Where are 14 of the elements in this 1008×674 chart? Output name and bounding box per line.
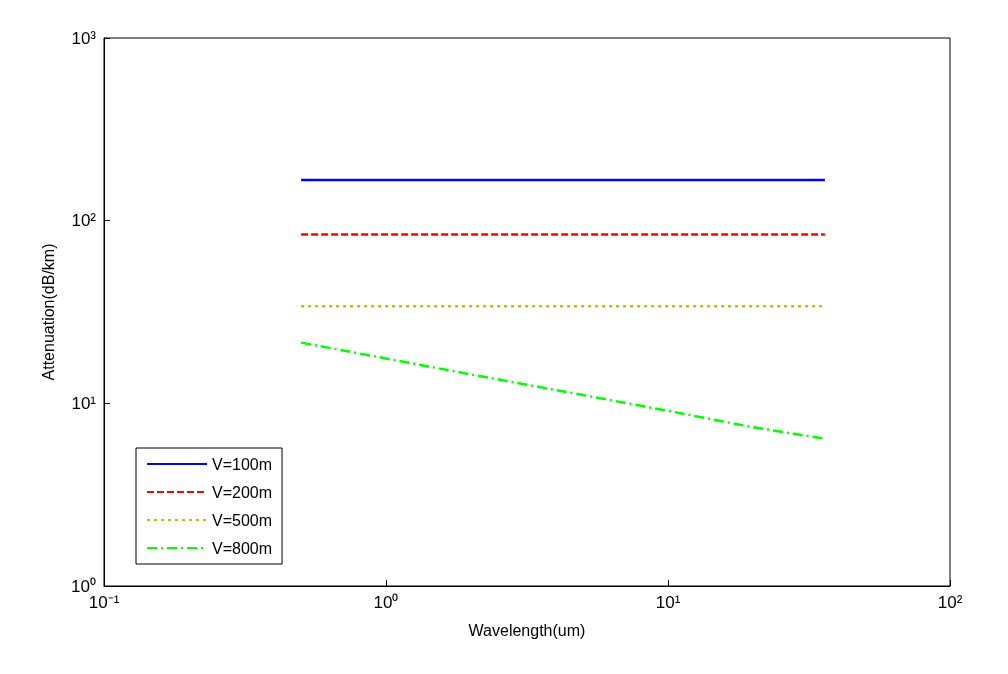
y-tick-label: 10¹ (71, 393, 97, 413)
y-tick-label: 10² (71, 211, 97, 231)
legend-label: V=500m (212, 511, 273, 529)
legend-label: V=800m (212, 539, 273, 557)
x-tick-label: 10⁻¹ (88, 593, 120, 612)
x-tick-label: 10² (937, 593, 963, 612)
y-tick-label: 10³ (71, 28, 97, 48)
y-axis-title: Attenuation(dB/km) (39, 243, 57, 381)
legend-label: V=200m (212, 483, 273, 501)
legend-label: V=100m (212, 455, 273, 473)
x-tick-label: 10¹ (655, 593, 681, 612)
x-tick-label: 10⁰ (373, 593, 399, 612)
x-axis-title: Wavelength(um) (468, 621, 586, 639)
y-tick-label: 10⁰ (71, 576, 96, 596)
